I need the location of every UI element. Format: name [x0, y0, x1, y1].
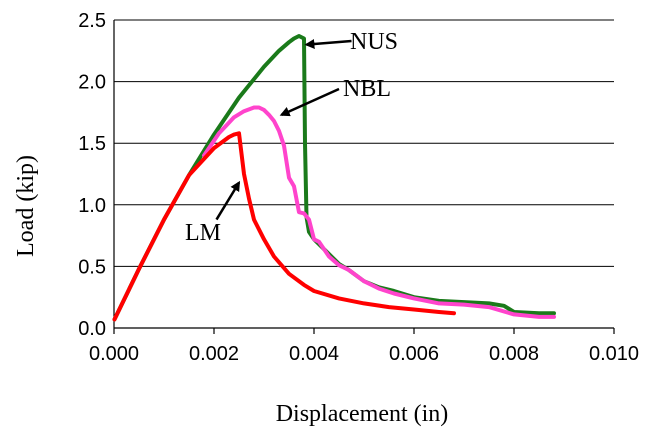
annotation-label-nbl: NBL [343, 76, 391, 102]
annotation-arrow-lm [215, 180, 241, 221]
x-tick-label: 0.004 [289, 343, 339, 365]
y-tick-labels: 0.0 0.5 1.0 1.5 2.0 2.5 [78, 10, 106, 340]
y-tick-label: 0.5 [78, 256, 106, 278]
x-axis-title: Displacement (in) [276, 401, 449, 427]
y-tick-label: 0.0 [78, 318, 106, 340]
y-tick-label: 1.5 [78, 133, 106, 155]
y-tick-label: 2.0 [78, 72, 106, 94]
annotation-label-nus: NUS [350, 29, 398, 55]
annotation-arrow-nus [304, 39, 352, 49]
x-tick-label: 0.008 [489, 343, 539, 365]
y-tick-label: 1.0 [78, 195, 106, 217]
x-tick-label: 0.002 [189, 343, 239, 365]
series-line-lm [112, 131, 456, 322]
annotation-arrow-nbl [279, 87, 340, 117]
series-line-nus [112, 34, 556, 322]
y-tick-label: 2.5 [78, 10, 106, 32]
series-lines [112, 34, 556, 322]
annotation-label-lm: LM [185, 220, 221, 246]
series-line-nbl [202, 105, 556, 319]
x-tick-labels: 0.000 0.002 0.004 0.006 0.008 0.010 [89, 343, 639, 365]
x-tick-label: 0.006 [389, 343, 439, 365]
y-axis-title: Load (kip) [13, 155, 39, 257]
x-tick-label: 0.000 [89, 343, 139, 365]
axes [113, 20, 615, 334]
x-tick-label: 0.010 [589, 343, 639, 365]
annotations: NUS NBL LM [185, 29, 398, 246]
grid-lines [114, 19, 614, 267]
